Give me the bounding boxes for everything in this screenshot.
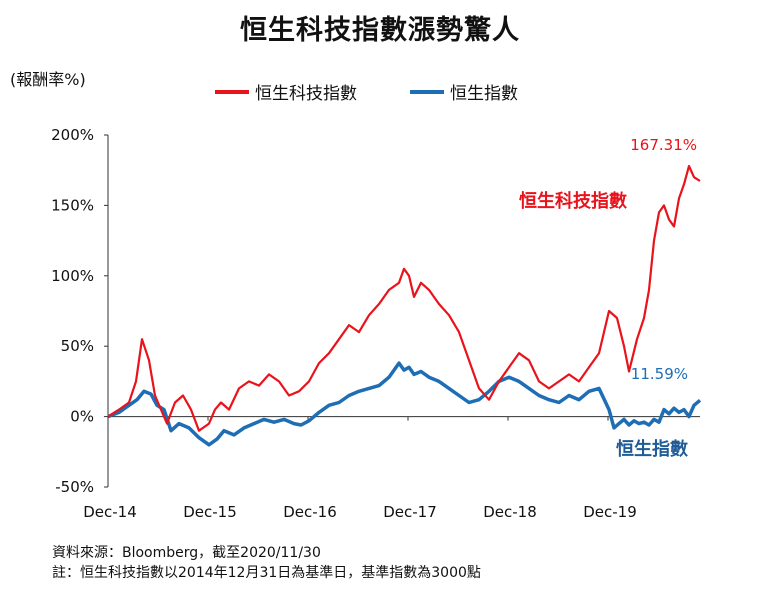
source-note: 資料來源：Bloomberg，截至2020/11/30 — [52, 545, 321, 561]
x-tick-label: Dec-17 — [383, 503, 437, 521]
legend-swatch-hsi — [410, 89, 444, 94]
series-line-hstech — [107, 164, 701, 432]
series-line-hsi — [107, 361, 702, 447]
series-name-label-hsi: 恒生指數 — [616, 438, 688, 460]
end-value-label-hstech: 167.31% — [630, 136, 697, 154]
legend-label-hstech: 恒生科技指數 — [255, 84, 357, 104]
legend-item-hsi: 恒生指數 — [410, 79, 518, 104]
legend-swatch-hstech — [215, 89, 249, 94]
legend-item-hstech: 恒生科技指數 — [215, 79, 357, 104]
y-axis-unit-label: (報酬率%) — [10, 70, 86, 89]
y-tick-label: 0% — [70, 408, 94, 426]
y-tick-label: -50% — [55, 478, 94, 496]
x-tick-label: Dec-14 — [83, 503, 137, 521]
end-value-label-hsi: 11.59% — [631, 365, 688, 383]
series-name-label-hstech: 恒生科技指數 — [519, 190, 627, 212]
line-chart: -50% 0% 50% 100% 150% 200% Dec-14 Dec-15 Dec-16 D… — [51, 126, 702, 521]
y-tick-label: 200% — [51, 126, 94, 144]
x-tick-label: Dec-15 — [183, 503, 237, 521]
chart-title: 恒生科技指數漲勢驚人 — [240, 15, 520, 46]
legend: 恒生科技指數 恒生指數 — [0, 79, 760, 105]
y-tick-label: 50% — [61, 337, 94, 355]
footnote: 註：恒生科技指數以2014年12月31日為基準日，基準指數為3000點 — [52, 565, 481, 581]
x-tick-label: Dec-19 — [583, 503, 637, 521]
y-tick-label: 150% — [51, 196, 94, 214]
y-tick-label: 100% — [51, 267, 94, 285]
x-tick-label: Dec-16 — [283, 503, 337, 521]
legend-label-hsi: 恒生指數 — [450, 84, 518, 104]
x-tick-label: Dec-18 — [483, 503, 537, 521]
